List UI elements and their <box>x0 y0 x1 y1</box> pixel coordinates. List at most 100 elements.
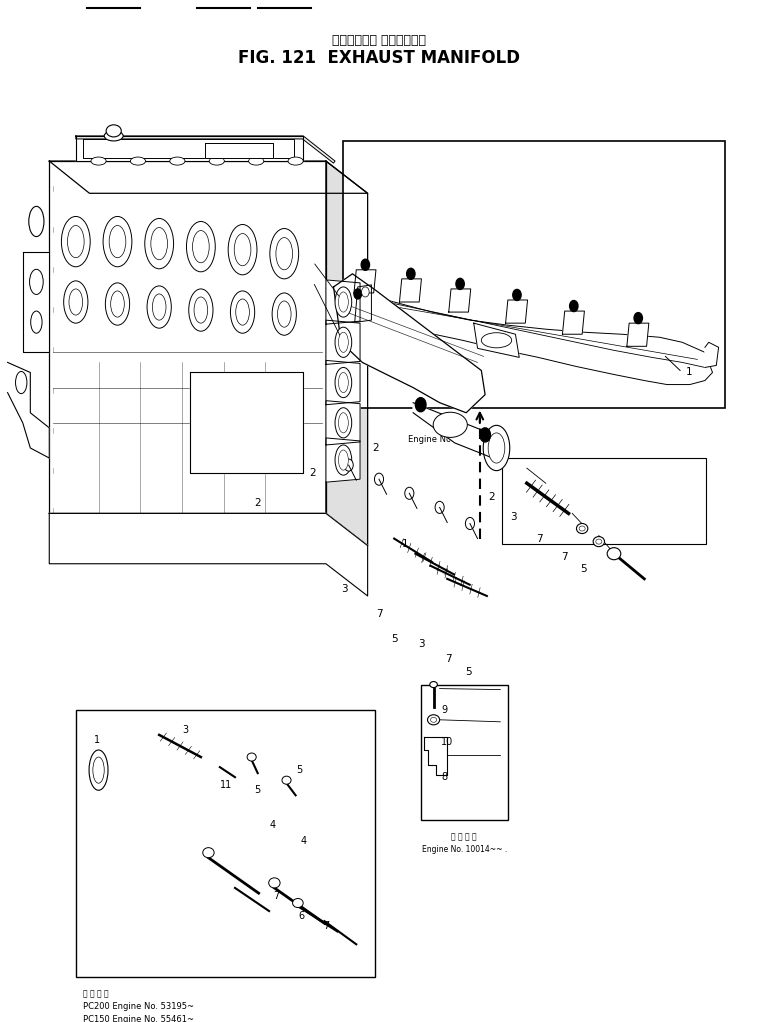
Ellipse shape <box>130 157 146 166</box>
Ellipse shape <box>268 878 280 888</box>
Ellipse shape <box>152 294 166 320</box>
Polygon shape <box>49 513 368 596</box>
Text: 7: 7 <box>446 654 452 664</box>
Text: 10: 10 <box>441 737 453 747</box>
Ellipse shape <box>109 226 126 258</box>
Circle shape <box>415 398 426 412</box>
Text: 適 用 号 機: 適 用 号 機 <box>436 423 462 432</box>
Polygon shape <box>506 300 528 323</box>
Ellipse shape <box>431 717 437 723</box>
Circle shape <box>344 459 353 471</box>
Ellipse shape <box>335 445 352 475</box>
Bar <box>502 458 706 544</box>
Polygon shape <box>449 289 471 312</box>
Ellipse shape <box>170 157 185 166</box>
Ellipse shape <box>579 526 585 531</box>
Ellipse shape <box>64 281 88 323</box>
Polygon shape <box>49 161 326 513</box>
Ellipse shape <box>335 327 352 358</box>
Polygon shape <box>49 161 368 193</box>
Ellipse shape <box>228 225 257 275</box>
Ellipse shape <box>335 287 352 317</box>
Text: 7: 7 <box>376 609 382 619</box>
Text: 5: 5 <box>465 667 471 678</box>
Ellipse shape <box>338 413 349 433</box>
Text: 1: 1 <box>686 368 693 377</box>
Polygon shape <box>190 372 303 473</box>
Ellipse shape <box>151 228 168 260</box>
Circle shape <box>361 260 369 270</box>
Text: Engine No. 10014~~ .: Engine No. 10014~~ . <box>421 844 507 853</box>
Circle shape <box>435 502 444 513</box>
Polygon shape <box>326 161 368 546</box>
Polygon shape <box>326 361 360 405</box>
Ellipse shape <box>481 333 512 347</box>
Text: 8: 8 <box>441 773 447 782</box>
Ellipse shape <box>30 311 42 333</box>
Ellipse shape <box>288 157 303 166</box>
Text: 適 用 号 機: 適 用 号 機 <box>452 833 477 841</box>
Text: エキゾースト マニホールド: エキゾースト マニホールド <box>332 34 426 47</box>
Polygon shape <box>326 280 360 324</box>
Ellipse shape <box>236 299 249 325</box>
Polygon shape <box>355 285 371 322</box>
Ellipse shape <box>430 682 437 688</box>
Ellipse shape <box>106 125 121 137</box>
Polygon shape <box>627 323 649 346</box>
Ellipse shape <box>105 283 130 325</box>
Ellipse shape <box>247 753 256 761</box>
Polygon shape <box>354 270 376 293</box>
Ellipse shape <box>234 234 251 266</box>
Text: 3: 3 <box>511 512 517 522</box>
Ellipse shape <box>103 217 132 267</box>
Text: 2: 2 <box>255 499 261 508</box>
Ellipse shape <box>277 301 291 327</box>
Ellipse shape <box>69 289 83 315</box>
Circle shape <box>465 517 475 529</box>
Bar <box>343 141 725 408</box>
Text: Engine No. 50001~: Engine No. 50001~ <box>408 435 490 444</box>
Ellipse shape <box>276 237 293 270</box>
Text: 7: 7 <box>561 552 567 562</box>
Circle shape <box>570 300 578 312</box>
Ellipse shape <box>338 450 349 470</box>
Ellipse shape <box>189 289 213 331</box>
Polygon shape <box>424 737 447 775</box>
Polygon shape <box>76 136 303 161</box>
Ellipse shape <box>67 226 84 258</box>
Text: 2: 2 <box>488 493 494 502</box>
Text: 7: 7 <box>274 891 280 901</box>
Text: 3: 3 <box>342 584 348 594</box>
Ellipse shape <box>488 433 505 463</box>
Text: 適 用 号 機: 適 用 号 機 <box>83 989 109 998</box>
Ellipse shape <box>335 408 352 437</box>
Ellipse shape <box>203 847 215 857</box>
Ellipse shape <box>338 332 349 353</box>
Ellipse shape <box>433 412 467 437</box>
Polygon shape <box>562 311 584 334</box>
Text: 5: 5 <box>296 765 302 775</box>
Text: 4: 4 <box>300 836 306 845</box>
Text: 11: 11 <box>220 780 232 790</box>
Ellipse shape <box>428 714 440 725</box>
Ellipse shape <box>335 368 352 398</box>
Ellipse shape <box>596 539 602 544</box>
Ellipse shape <box>607 548 621 560</box>
Text: 1: 1 <box>402 539 409 549</box>
Text: 6: 6 <box>299 911 305 921</box>
Polygon shape <box>334 274 485 413</box>
Ellipse shape <box>30 269 43 294</box>
Text: 2: 2 <box>373 443 379 453</box>
Circle shape <box>354 289 362 299</box>
Text: 5: 5 <box>581 564 587 573</box>
Text: 2: 2 <box>309 468 315 478</box>
Text: 7: 7 <box>537 533 543 544</box>
Polygon shape <box>326 320 360 365</box>
Ellipse shape <box>91 157 106 166</box>
Polygon shape <box>356 292 713 384</box>
Ellipse shape <box>594 537 605 547</box>
Text: 適 用 号 機: 適 用 号 機 <box>591 466 617 475</box>
Ellipse shape <box>92 757 105 783</box>
Ellipse shape <box>338 292 349 312</box>
Ellipse shape <box>230 291 255 333</box>
